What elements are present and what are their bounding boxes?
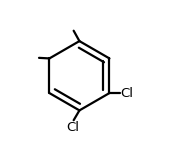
Text: Cl: Cl (120, 87, 133, 100)
Text: Cl: Cl (67, 121, 80, 134)
